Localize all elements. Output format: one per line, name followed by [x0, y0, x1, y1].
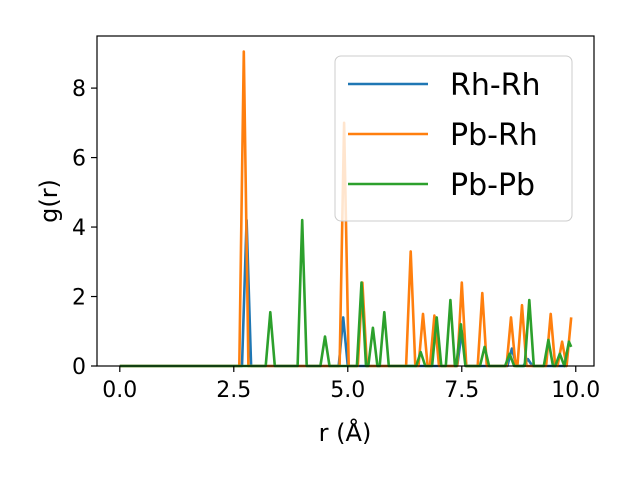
legend-label-1: Pb-Rh — [450, 118, 538, 153]
plot-frame — [96, 35, 595, 367]
x-tick-label: 2.5 — [216, 378, 251, 403]
x-tick-label: 0.0 — [102, 378, 137, 403]
x-tick-label: 10.0 — [551, 378, 600, 403]
x-axis: 0.0 2.5 5.0 7.5 10.0 — [102, 366, 600, 403]
y-axis: 0 2 4 6 8 — [72, 77, 97, 380]
legend-frame — [334, 55, 573, 222]
series-line-0 — [119, 218, 567, 368]
legend-label-0: Rh-Rh — [450, 68, 541, 103]
y-axis-label: g(r) — [35, 179, 63, 223]
legend: Rh-Rh Pb-Rh Pb-Pb — [334, 55, 573, 222]
y-tick-label: 8 — [72, 77, 86, 102]
x-tick-label: 5.0 — [330, 378, 365, 403]
y-tick-label: 2 — [72, 286, 86, 311]
x-tick-label: 7.5 — [444, 378, 479, 403]
legend-label-2: Pb-Pb — [450, 168, 535, 203]
y-tick-label: 6 — [72, 147, 86, 172]
y-tick-label: 4 — [72, 216, 86, 241]
y-tick-label: 0 — [72, 355, 86, 380]
x-axis-label: r (Å) — [319, 418, 372, 447]
